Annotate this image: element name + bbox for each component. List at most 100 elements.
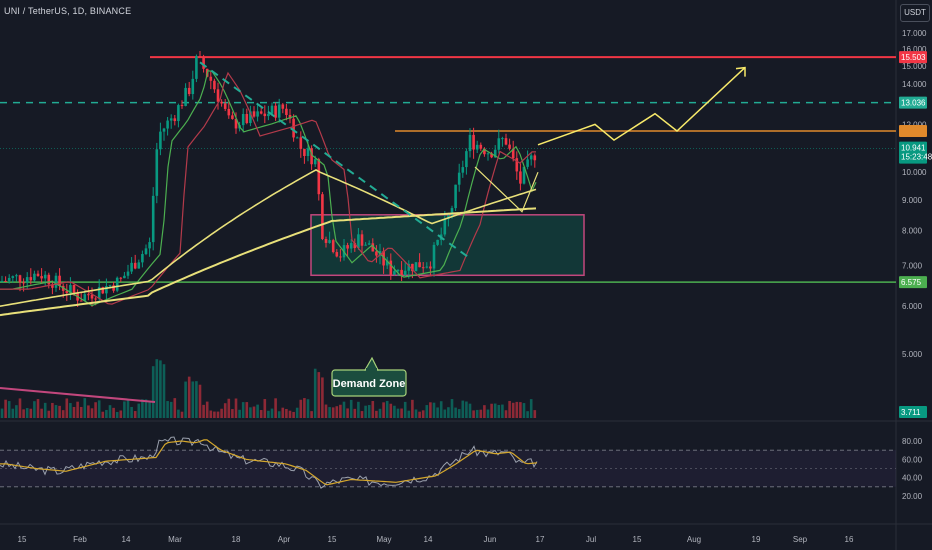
volume-bar: [393, 405, 396, 418]
volume-bar: [241, 402, 245, 418]
volume-bar: [486, 409, 490, 418]
candle-body: [119, 277, 123, 279]
volume-bar: [36, 399, 40, 418]
current-price-text: 10.941: [901, 144, 926, 153]
volume-bar: [47, 410, 51, 418]
volume-bar: [133, 411, 137, 418]
volume-bar: [331, 407, 335, 418]
volume-bar: [115, 411, 119, 418]
volume-bar: [324, 404, 328, 418]
x-tick-label: May: [376, 535, 391, 544]
volume-bar: [501, 404, 504, 418]
volume-bar: [385, 400, 389, 418]
candle-body: [234, 118, 238, 129]
candle-body: [400, 269, 403, 276]
candle-body: [407, 263, 411, 271]
candle-body: [87, 294, 90, 296]
candle-body: [29, 277, 33, 281]
volume-bar: [396, 408, 400, 418]
currency-button[interactable]: USDT: [900, 4, 930, 22]
volume-bar: [25, 408, 29, 418]
candle-body: [353, 243, 357, 249]
candle-body: [465, 151, 468, 168]
candle-body: [529, 155, 533, 160]
volume-bar: [321, 377, 324, 418]
candle-body: [169, 118, 173, 121]
callout-pointer-mask: [366, 368, 377, 371]
candle-body: [47, 274, 51, 285]
candle-body: [504, 138, 508, 145]
volume-bar: [155, 359, 159, 418]
volume-bar: [461, 400, 465, 418]
candle-body: [231, 115, 234, 119]
volume-bar: [29, 408, 33, 418]
candle-body: [285, 108, 288, 115]
demand-zone-label: Demand Zone: [333, 378, 406, 390]
candle-body: [202, 57, 205, 69]
demand-zone-box: [310, 214, 585, 277]
ma-long: [0, 168, 537, 307]
candle-body: [425, 266, 429, 268]
volume-bar: [274, 398, 277, 418]
candle-body: [133, 262, 137, 269]
candle-body: [126, 271, 130, 276]
volume-bar: [40, 408, 43, 418]
candle-body: [497, 138, 501, 150]
volume-bar: [382, 402, 385, 418]
x-tick-label: 16: [845, 535, 854, 544]
volume-bar: [317, 372, 321, 418]
badge-support: [899, 276, 927, 289]
volume-bar: [349, 399, 353, 418]
candle-body: [195, 56, 198, 79]
y-tick-label: 7.000: [902, 262, 923, 271]
volume-bar: [479, 409, 483, 418]
candle-body: [245, 114, 249, 124]
candle-body: [421, 267, 425, 269]
volume-bar: [533, 410, 537, 418]
candle-body: [457, 172, 461, 185]
volume-bar: [310, 411, 313, 418]
volume-bar: [414, 409, 418, 418]
candle-body: [508, 144, 511, 149]
volume-bar: [411, 399, 414, 418]
volume-bar: [483, 405, 486, 418]
volume-bar: [436, 407, 439, 418]
candle-body: [511, 148, 515, 159]
candle-body: [274, 105, 277, 118]
candle-body: [69, 284, 72, 293]
badge-dashed-level-text: 13.036: [901, 99, 926, 108]
volume-bar: [249, 407, 252, 418]
candle-body: [40, 276, 43, 279]
pullback-arrow: [474, 166, 539, 213]
y-tick-label: 9.000: [902, 196, 923, 205]
volume-bar: [497, 404, 501, 418]
candle-body: [15, 275, 18, 277]
candle-body: [317, 159, 321, 195]
volume-bar: [195, 381, 198, 418]
candle-body: [209, 76, 213, 81]
y-tick-label: 15.000: [902, 62, 927, 71]
candle-body: [281, 104, 285, 109]
badge-orange-level: [899, 125, 927, 138]
candle-body: [151, 195, 155, 243]
volume-bar: [205, 401, 209, 418]
x-tick-label: 15: [328, 535, 337, 544]
volume-bar: [421, 410, 425, 418]
volume-bar: [198, 384, 202, 418]
volume-bar: [227, 398, 231, 418]
candle-body: [227, 108, 231, 116]
volume-bar: [450, 399, 454, 418]
volume-bar: [65, 398, 69, 418]
volume-bar: [87, 405, 90, 418]
candle-body: [184, 87, 187, 106]
symbol-title: UNI / TetherUS, 1D, BINANCE: [4, 6, 132, 16]
candle-body: [418, 262, 421, 268]
candle-body: [461, 167, 465, 173]
volume-bar: [465, 401, 468, 418]
volume-bar: [61, 410, 65, 418]
candle-body: [220, 101, 223, 104]
candle-body: [25, 277, 29, 283]
candle-body: [36, 273, 40, 277]
candle-body: [522, 166, 526, 184]
volume-bar: [162, 364, 166, 418]
